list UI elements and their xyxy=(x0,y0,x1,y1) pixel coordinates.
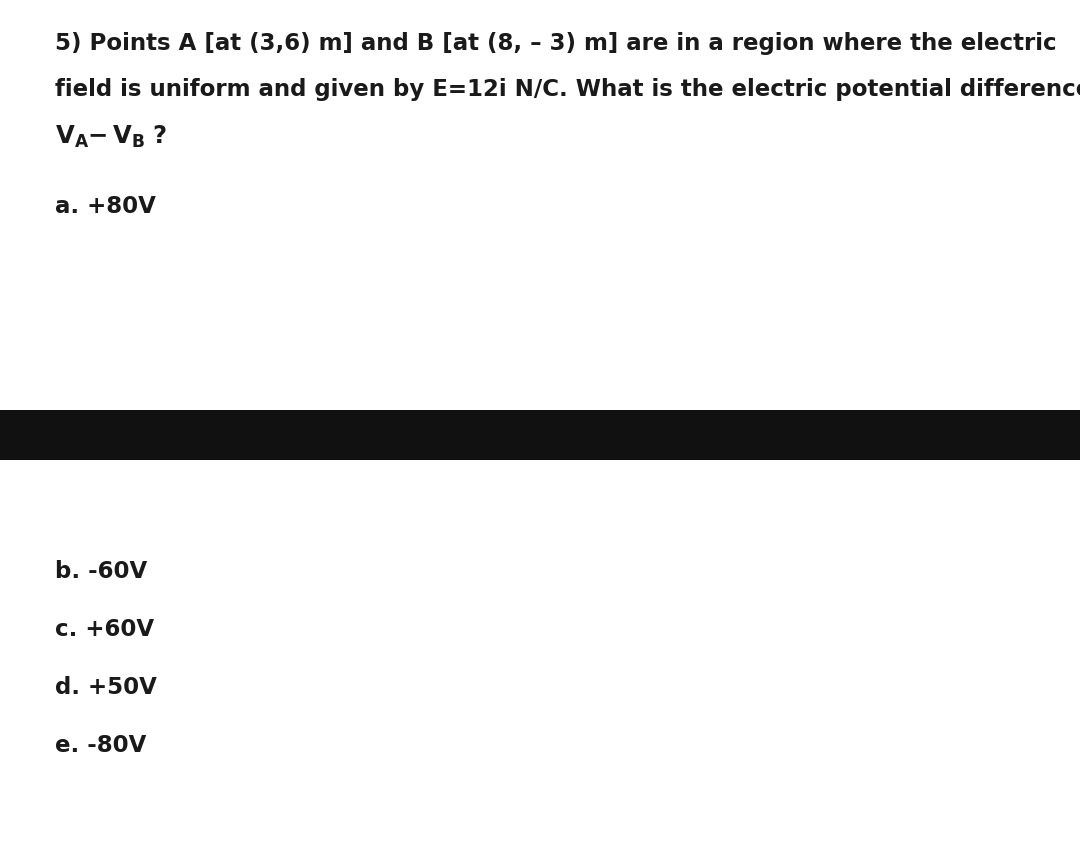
Text: b. -60V: b. -60V xyxy=(55,560,147,583)
Text: $\mathbf{V_A}$$\mathbf{-\,V_B}$ $\mathbf{?}$: $\mathbf{V_A}$$\mathbf{-\,V_B}$ $\mathbf… xyxy=(55,124,167,150)
Text: d. +50V: d. +50V xyxy=(55,676,157,699)
Text: a. +80V: a. +80V xyxy=(55,195,156,218)
Bar xyxy=(0,410,1080,460)
Text: e. -80V: e. -80V xyxy=(55,734,147,757)
Text: c. +60V: c. +60V xyxy=(55,618,154,641)
Text: field is uniform and given by E=12i N/C. What is the electric potential differen: field is uniform and given by E=12i N/C.… xyxy=(55,78,1080,101)
Text: 5) Points A [at (3,6) m] and B [at (8, – 3) m] are in a region where the electri: 5) Points A [at (3,6) m] and B [at (8, –… xyxy=(55,32,1056,55)
